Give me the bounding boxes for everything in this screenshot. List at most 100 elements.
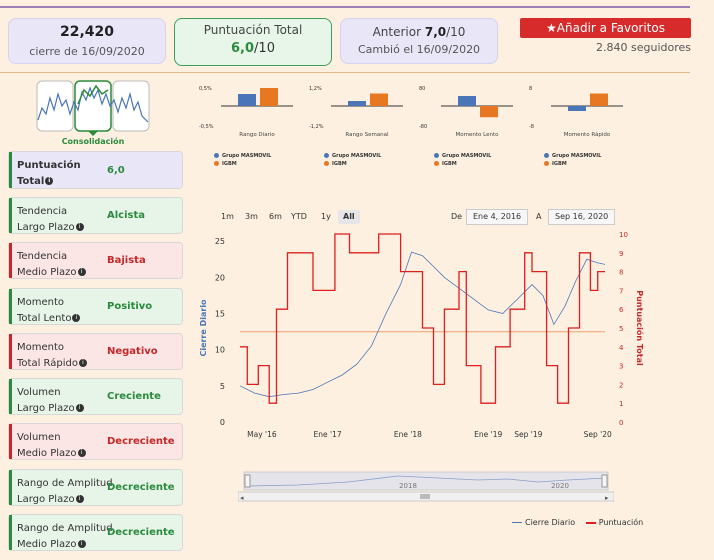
legend-item-score[interactable]: Puntuación: [598, 518, 644, 527]
range-button[interactable]: 3m: [245, 212, 258, 221]
signal-value: Decreciente: [107, 527, 175, 538]
scroll-right-icon[interactable]: ▸: [605, 494, 609, 502]
signal-value: Creciente: [107, 391, 161, 402]
signal-card[interactable]: Rango de Amplitud Largo Plazo i Decreciente: [8, 469, 183, 506]
mini-ytick-bottom: -1,2%: [309, 124, 324, 130]
total-score: 6,0/10: [175, 41, 331, 56]
trend-badge: Consolidación: [61, 137, 125, 146]
signal-card[interactable]: Volumen Largo Plazo i Creciente: [8, 378, 183, 415]
info-icon[interactable]: i: [75, 404, 84, 412]
signal-value: Bajista: [107, 255, 146, 266]
info-icon[interactable]: i: [75, 495, 84, 503]
mini-legend-label: Grupo MASMOVIL: [222, 153, 272, 159]
mini-legend-label: Grupo MASMOVIL: [552, 153, 602, 159]
y2-tick-label: 10: [619, 231, 628, 239]
legend-dot-icon: [324, 161, 329, 166]
signal-name: Puntuación Total i: [17, 158, 81, 190]
signal-name-line1: Tendencia: [17, 206, 68, 217]
mini-chart-title: Momento Lento: [456, 132, 500, 138]
signal-name: Rango de Amplitud Medio Plazo i: [17, 521, 113, 553]
mini-chart-title: Momento Rápido: [564, 131, 611, 138]
info-icon[interactable]: i: [75, 223, 84, 231]
navigator-handle-right[interactable]: [601, 474, 608, 488]
y2-axis-label: Puntuación Total: [635, 290, 645, 366]
signal-card[interactable]: Volumen Medio Plazo i Decreciente: [8, 423, 183, 460]
mini-legend-item: Grupo MASMOVIL: [214, 152, 271, 160]
legend-swatch-score: [585, 521, 596, 524]
mini-legend-item: Grupo MASMOVIL: [544, 152, 601, 160]
signal-name: Tendencia Medio Plazo i: [17, 249, 86, 281]
info-icon[interactable]: i: [77, 268, 86, 276]
to-date-input[interactable]: Sep 16, 2020: [548, 209, 616, 225]
previous-score-suffix: /10: [446, 25, 466, 39]
info-icon[interactable]: i: [77, 540, 86, 548]
mini-legend-item: IGBM: [214, 160, 271, 168]
scroll-left-icon[interactable]: ◂: [240, 494, 244, 502]
y2-tick-label: 5: [619, 325, 623, 333]
info-icon[interactable]: i: [77, 449, 86, 457]
mini-legend: Grupo MASMOVIL IGBM: [434, 152, 491, 168]
signal-accent-bar: [9, 198, 12, 233]
signal-accent-bar: [9, 289, 12, 324]
signal-card[interactable]: Momento Total Lento i Positivo: [8, 288, 183, 325]
range-button[interactable]: 6m: [269, 212, 282, 221]
range-button[interactable]: YTD: [291, 212, 307, 221]
add-favorite-label: Añadir a Favoritos: [556, 21, 665, 35]
chart-navigator[interactable]: 2018 2020 ◂ ▸: [238, 470, 614, 504]
navigator-window[interactable]: [243, 471, 609, 491]
range-button[interactable]: All: [338, 210, 360, 224]
info-icon[interactable]: i: [78, 359, 87, 367]
signal-name-line2-text: Total Rápido: [17, 358, 78, 369]
mini-chart-title: Rango Diario: [239, 132, 275, 138]
info-icon[interactable]: i: [45, 177, 54, 185]
scrollbar-thumb[interactable]: [420, 494, 430, 499]
previous-score-line: Anterior 7,0/10: [341, 25, 497, 39]
signal-name-line2: Total i: [17, 174, 81, 190]
y2-tick-label: 9: [619, 250, 623, 258]
x-tick-label: Ene '19: [474, 430, 502, 439]
header-divider: [0, 72, 690, 73]
signal-name: Tendencia Largo Plazo i: [17, 204, 84, 236]
signal-card[interactable]: Tendencia Medio Plazo i Bajista: [8, 242, 183, 279]
signal-card[interactable]: Puntuación Total i 6,0: [8, 151, 183, 189]
range-button[interactable]: 1m: [221, 212, 234, 221]
signal-name: Volumen Medio Plazo i: [17, 430, 86, 462]
legend-dot-icon: [434, 153, 439, 158]
signal-card[interactable]: Momento Total Rápido i Negativo: [8, 333, 183, 370]
signal-value: Decreciente: [107, 482, 175, 493]
followers-count: 2.840 seguidores: [596, 41, 691, 54]
signal-name: Momento Total Rápido i: [17, 340, 87, 372]
x-tick-label: Ene '18: [394, 430, 422, 439]
navigator-series: [245, 475, 607, 487]
from-date-input[interactable]: Ene 4, 2016: [466, 209, 529, 225]
navigator-handle-left[interactable]: [244, 474, 251, 488]
mini-bar: [590, 93, 608, 106]
thumb-panel-right: [112, 80, 150, 132]
navigator-label: 2018: [399, 482, 417, 490]
signal-name: Volumen Largo Plazo i: [17, 385, 84, 417]
signal-name: Rango de Amplitud Largo Plazo i: [17, 476, 113, 508]
legend-item-price[interactable]: Cierre Diario: [525, 518, 576, 527]
y2-tick-label: 4: [619, 344, 624, 352]
signal-card[interactable]: Rango de Amplitud Medio Plazo i Decreciente: [8, 514, 183, 551]
y-tick-label: 10: [215, 346, 225, 355]
signal-name-line2-text: Total: [17, 176, 45, 187]
mini-bar: [568, 106, 586, 111]
mini-legend: Grupo MASMOVIL IGBM: [544, 152, 601, 168]
mini-chart: 0,5% -0,5% Rango Diario: [199, 86, 293, 138]
score-series-line: [240, 233, 605, 404]
mini-bar: [480, 106, 498, 118]
previous-caption: Cambió el 16/09/2020: [357, 43, 481, 56]
range-button[interactable]: 1y: [321, 212, 331, 221]
signal-name-line2: Medio Plazo i: [17, 446, 86, 462]
mini-legend-item: IGBM: [544, 160, 601, 168]
legend-dot-icon: [324, 153, 329, 158]
mini-bar: [370, 93, 388, 106]
signal-name-line1: Puntuación: [17, 160, 81, 171]
info-icon[interactable]: i: [72, 314, 81, 322]
signal-card[interactable]: Tendencia Largo Plazo i Alcista: [8, 197, 183, 234]
legend-dot-icon: [434, 161, 439, 166]
signal-accent-bar: [9, 424, 12, 459]
add-favorite-button[interactable]: ★Añadir a Favoritos: [520, 18, 691, 38]
signal-name-line2-text: Total Lento: [17, 313, 72, 324]
